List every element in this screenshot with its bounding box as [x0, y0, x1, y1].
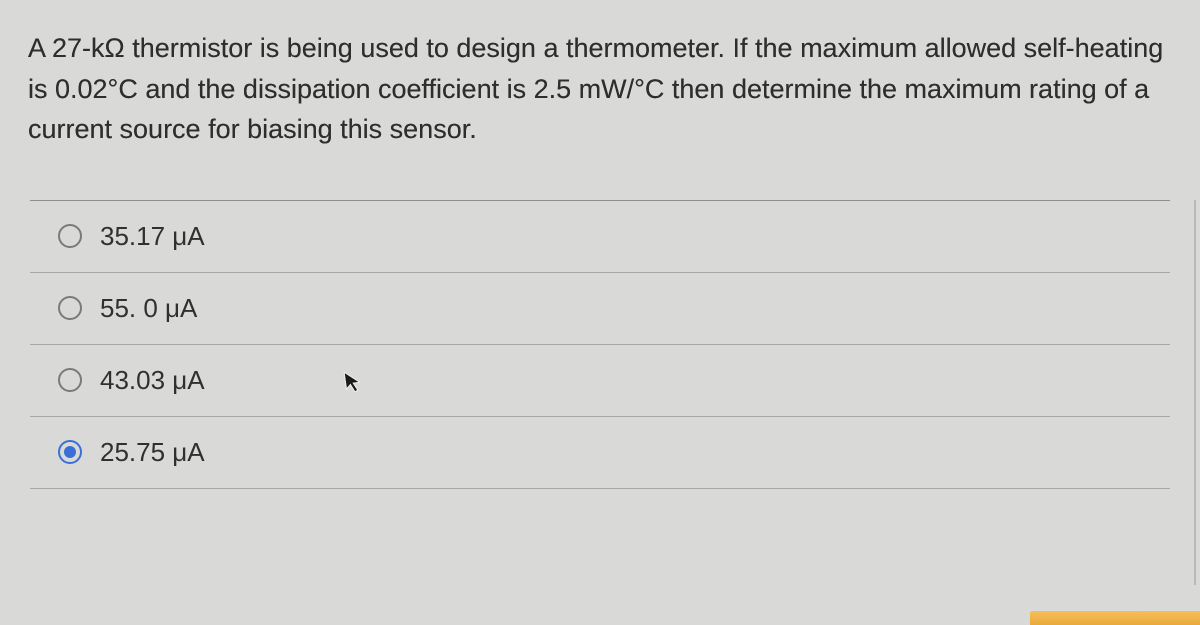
- option-row[interactable]: 25.75 μA: [30, 417, 1170, 489]
- radio-icon[interactable]: [58, 368, 82, 392]
- option-row[interactable]: 43.03 μA: [30, 345, 1170, 417]
- radio-icon[interactable]: [58, 296, 82, 320]
- options-list: 35.17 μA 55. 0 μA 43.03 μA 25.75 μA: [30, 200, 1170, 489]
- option-label: 25.75 μA: [100, 437, 205, 468]
- accent-bar: [1030, 611, 1200, 625]
- option-row[interactable]: 35.17 μA: [30, 201, 1170, 273]
- option-label: 55. 0 μA: [100, 293, 197, 324]
- question-text: A 27-kΩ thermistor is being used to desi…: [28, 28, 1172, 150]
- option-label: 35.17 μA: [100, 221, 205, 252]
- option-label: 43.03 μA: [100, 365, 205, 396]
- right-border: [1194, 200, 1196, 585]
- radio-icon[interactable]: [58, 224, 82, 248]
- option-row[interactable]: 55. 0 μA: [30, 273, 1170, 345]
- radio-icon[interactable]: [58, 440, 82, 464]
